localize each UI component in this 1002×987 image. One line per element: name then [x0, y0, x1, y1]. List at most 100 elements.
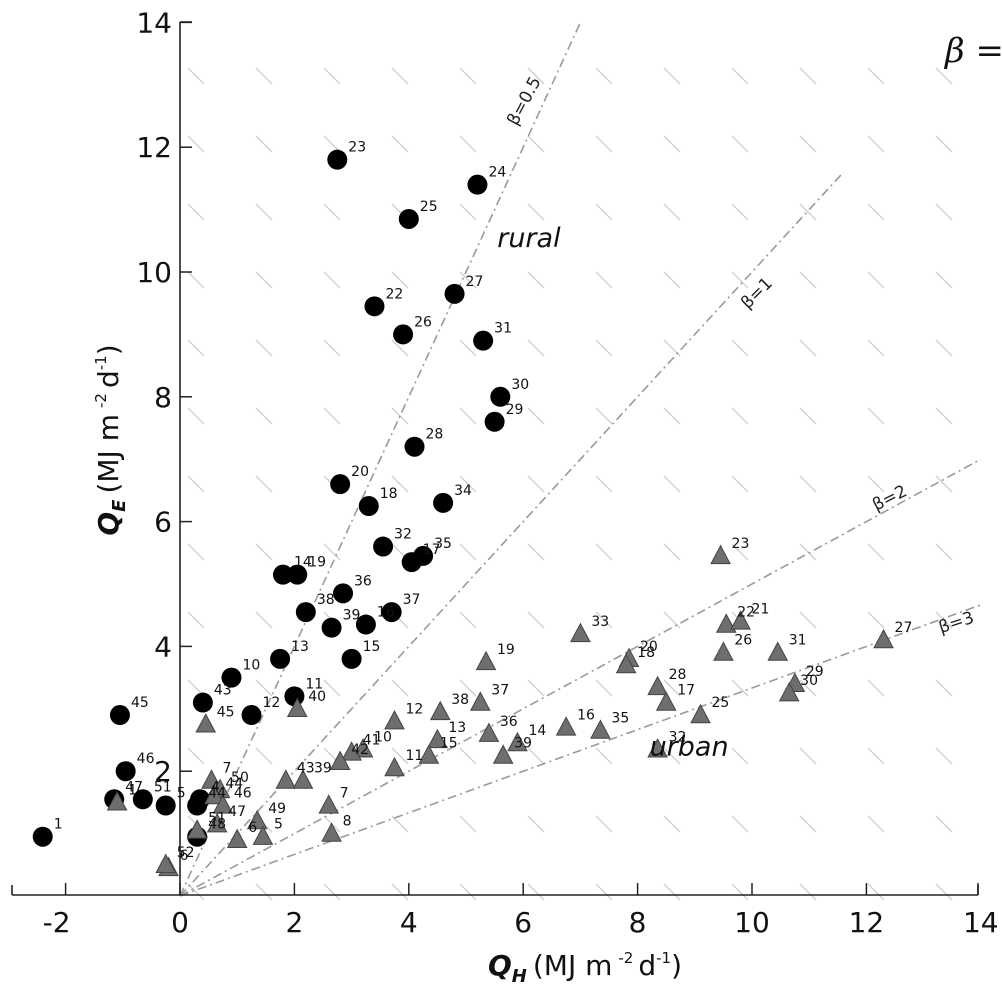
urban-point	[590, 719, 611, 739]
rural-point	[295, 602, 316, 623]
hatch-dash	[323, 679, 341, 697]
y-axis-title: QE(MJ m-2d-1)	[92, 344, 130, 535]
rural-point-label: 51	[154, 779, 172, 795]
y-tick-label: 8	[154, 381, 172, 414]
hatch-dash	[527, 679, 545, 697]
urban-point-label: 26	[734, 633, 752, 649]
urban-point-label: 43	[297, 761, 315, 777]
urban-point	[384, 710, 405, 730]
hatch-dash	[187, 135, 205, 153]
hatch-dash	[323, 271, 341, 289]
hatch-dash	[459, 203, 477, 221]
hatch-dash	[255, 135, 273, 153]
hatch-dash	[731, 135, 749, 153]
hatch-dash	[731, 475, 749, 493]
hatch-dash	[323, 203, 341, 221]
urban-point	[226, 828, 248, 848]
hatch-dash	[867, 747, 885, 765]
x-tick-label: -2	[43, 906, 71, 939]
rural-point	[484, 411, 505, 432]
rural-point-label: 18	[380, 486, 398, 502]
urban-point	[427, 728, 448, 749]
urban-point-label: 18	[637, 645, 655, 661]
hatch-dash	[527, 475, 545, 493]
rural-point	[490, 386, 511, 407]
urban-point-label: 47	[228, 804, 246, 820]
hatch-dash	[799, 679, 817, 697]
y-tick-label: 12	[136, 131, 172, 164]
hatch-dash	[255, 407, 273, 425]
hatch-dash	[459, 407, 477, 425]
hatch-dash	[255, 271, 273, 289]
rural-point	[398, 208, 419, 229]
urban-point	[655, 691, 677, 711]
zone-label: rural	[497, 223, 561, 254]
hatch-dash	[935, 67, 953, 85]
hatch-dash	[527, 135, 545, 153]
urban-point-label: 19	[497, 642, 515, 658]
hatch-dash	[799, 407, 817, 425]
rural-point	[355, 614, 376, 635]
urban-point	[212, 794, 234, 814]
y-tick-label: 6	[154, 506, 172, 539]
hatch-dash	[663, 611, 681, 629]
hatch-dash	[527, 611, 545, 629]
rural-point-label: 12	[263, 695, 281, 711]
rural-point-label: 37	[403, 592, 421, 608]
rural-point-label: 5	[177, 786, 186, 802]
hatch-dash	[799, 67, 817, 85]
hatch-dash	[731, 747, 749, 765]
hatch-dash	[527, 747, 545, 765]
rural-point	[284, 686, 305, 707]
hatch-dash	[867, 679, 885, 697]
hatch-dash	[867, 611, 885, 629]
urban-point-label: 22	[737, 605, 755, 621]
urban-point-label: 14	[528, 723, 546, 739]
urban-point	[570, 622, 591, 643]
hatch-dash	[187, 747, 205, 765]
urban-point	[206, 812, 228, 833]
hatch-dash	[255, 543, 273, 561]
rural-point-label: 36	[354, 573, 372, 589]
rural-point	[358, 496, 379, 516]
hatch-dash	[527, 543, 545, 561]
hatch-dash	[935, 543, 953, 561]
hatch-dash	[323, 339, 341, 357]
hatch-dash	[527, 271, 545, 289]
hatch-dash	[799, 475, 817, 493]
urban-point-label: 20	[640, 639, 658, 655]
rural-point	[187, 795, 208, 816]
rural-point-label: 22	[385, 286, 403, 302]
rural-point	[373, 536, 394, 557]
rural-point	[327, 149, 348, 170]
rural-point-label: 34	[454, 483, 472, 499]
rural-point	[364, 296, 385, 317]
y-tick-label: 4	[154, 630, 172, 663]
rural-point-label: 16	[377, 605, 395, 621]
rural-point	[192, 692, 213, 713]
rural-point-label: 23	[348, 140, 366, 156]
rural-point-label: 28	[426, 427, 444, 443]
rural-point-label: 4	[211, 779, 220, 795]
hatch-dash	[867, 475, 885, 493]
hatch-dash	[867, 407, 885, 425]
rural-point-label: 39	[343, 608, 361, 624]
hatch-dash	[255, 475, 273, 493]
rural-point-label: 30	[511, 377, 529, 393]
urban-point-label: 33	[591, 614, 609, 630]
urban-point-label: 28	[669, 667, 687, 683]
hatch-dash	[187, 475, 205, 493]
beta-line	[179, 22, 582, 897]
urban-point	[469, 691, 491, 711]
x-tick-label: 0	[171, 906, 189, 939]
rural-point	[444, 283, 465, 304]
hatch-dash	[527, 883, 545, 901]
rural-point	[401, 552, 422, 573]
rural-point	[241, 705, 262, 726]
hatch-dash	[527, 407, 545, 425]
hatch-dash	[663, 271, 681, 289]
hatch-dash	[867, 203, 885, 221]
urban-point	[329, 750, 351, 770]
